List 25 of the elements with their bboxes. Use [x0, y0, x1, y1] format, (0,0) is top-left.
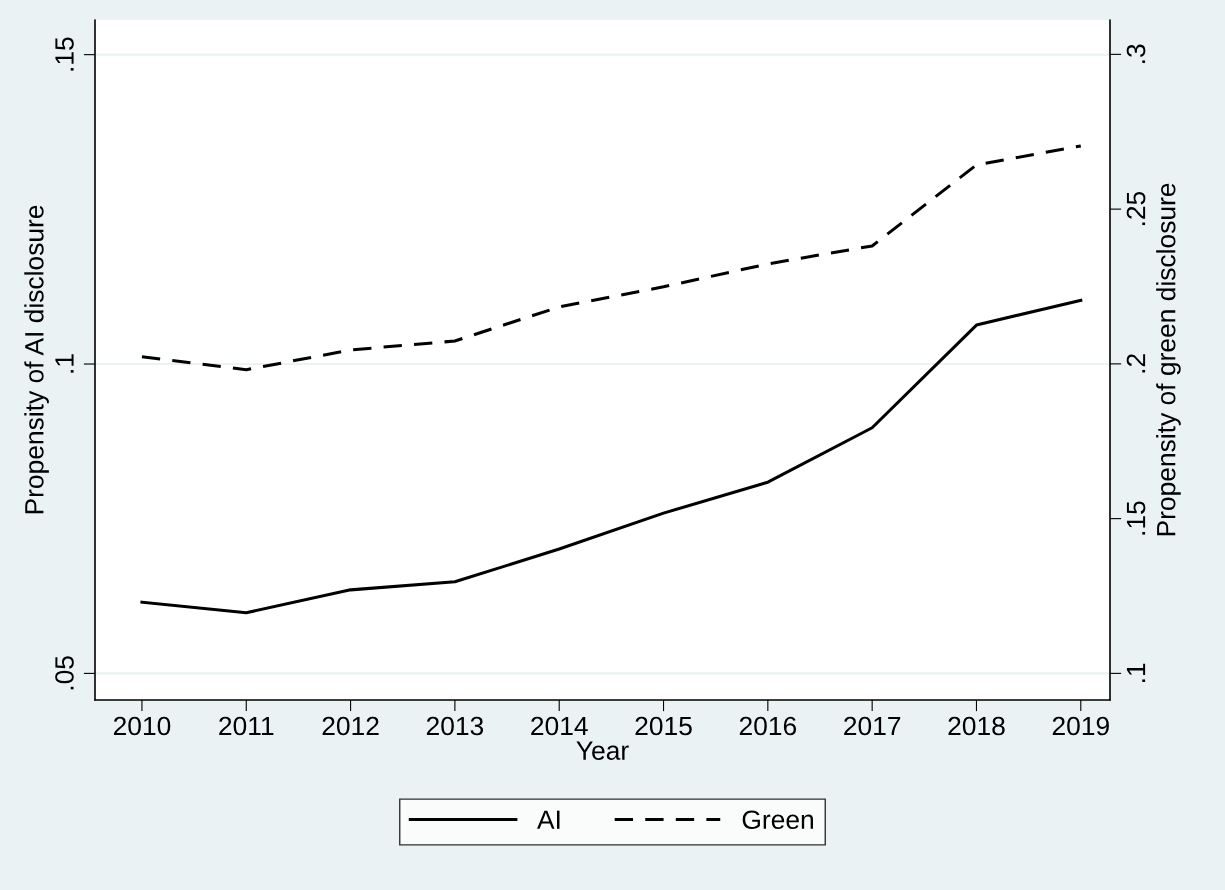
y-axis-title: Propensity of AI disclosure — [24, 205, 49, 514]
y2-tick-label: .25 — [1126, 191, 1146, 226]
x-tick-label: 2018 — [948, 716, 1005, 736]
legend-label: Green — [742, 810, 813, 830]
x-tick-label: 2012 — [322, 716, 379, 736]
x-tick-label: 2014 — [531, 716, 588, 736]
x-tick-label: 2019 — [1052, 716, 1109, 736]
y-tick-label: .05 — [55, 656, 74, 690]
y2-tick-label: .15 — [1126, 501, 1146, 535]
y-tick-label: .15 — [55, 37, 74, 71]
y-tick-label: .1 — [55, 354, 74, 373]
x-tick-label: 2010 — [113, 716, 171, 736]
y2-tick-label: .3 — [1126, 44, 1146, 63]
y2-axis-title: Propensity of green disclosure — [1156, 183, 1181, 536]
y2-tick-label: .2 — [1126, 354, 1146, 373]
x-tick-label: 2017 — [844, 716, 901, 736]
line-series — [140, 298, 1083, 615]
y2-tick-label: .1 — [1126, 663, 1146, 682]
x-axis-title: Year — [576, 741, 629, 760]
legend-label: AI — [537, 810, 560, 829]
x-tick-label: 2015 — [635, 716, 692, 736]
x-tick-label: 2013 — [426, 716, 484, 736]
x-tick-label: 2016 — [739, 716, 797, 736]
line-series — [140, 144, 1083, 372]
x-tick-label: 2011 — [219, 716, 274, 736]
